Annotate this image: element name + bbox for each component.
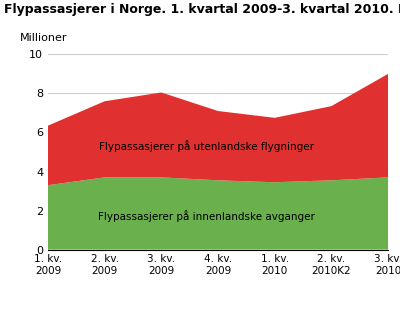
- Text: Flypassasjerer på innenlandske avganger: Flypassasjerer på innenlandske avganger: [98, 211, 315, 222]
- Text: Flypassasjerer i Norge. 1. kvartal 2009-3. kvartal 2010. Millioner: Flypassasjerer i Norge. 1. kvartal 2009-…: [4, 3, 400, 16]
- Text: Millioner: Millioner: [20, 33, 67, 43]
- Text: Flypassasjerer på utenlandske flygninger: Flypassasjerer på utenlandske flygninger: [99, 140, 314, 152]
